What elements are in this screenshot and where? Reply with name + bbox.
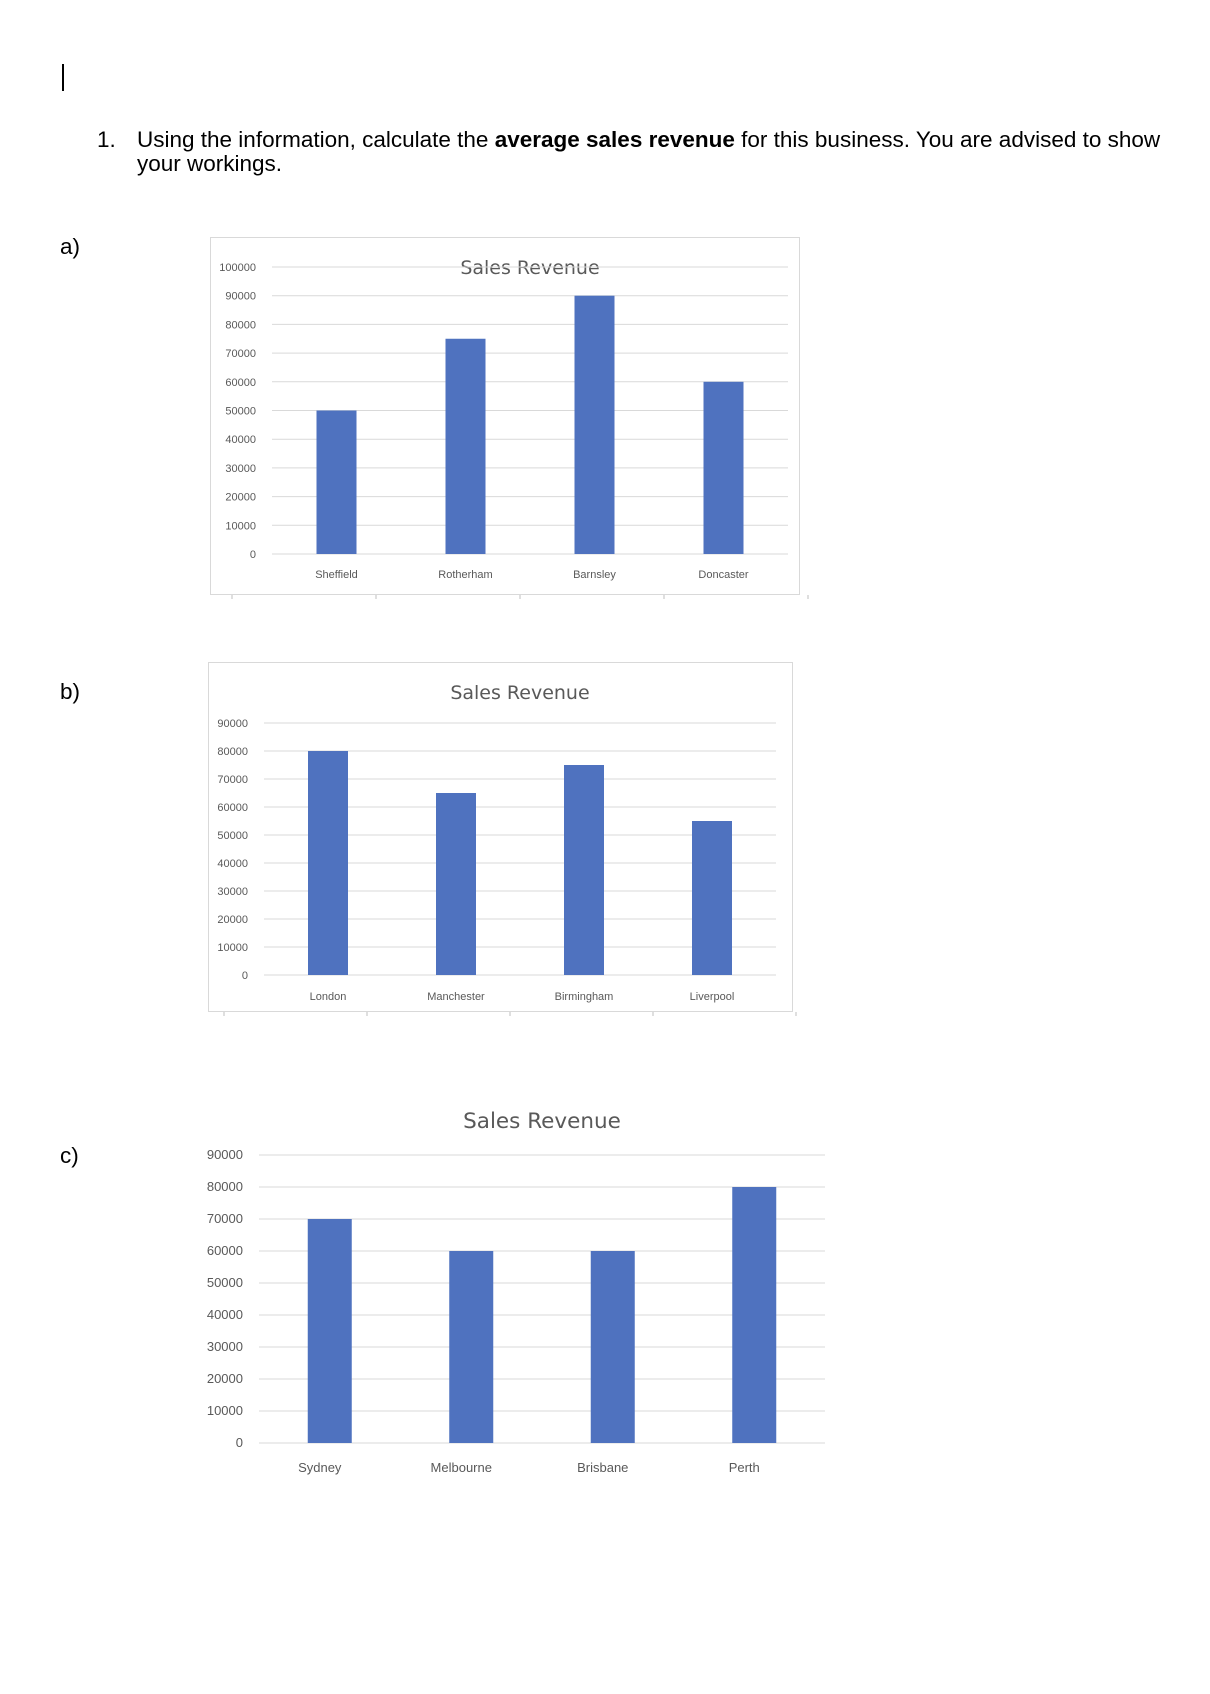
question-text-before: Using the information, calculate the [137,127,495,152]
question-number: 1. [97,127,116,152]
bar-london [308,751,348,975]
y-tick-label: 70000 [207,1211,243,1226]
x-category-label: Brisbane [577,1460,628,1475]
part-label-a: a) [60,234,81,259]
y-tick-label: 80000 [225,319,256,331]
x-category-label: Sheffield [315,569,358,581]
y-tick-label: 10000 [207,1403,243,1418]
chart-a-svg: Sales Revenue100000900008000070000600005… [210,237,809,599]
bar-sheffield [316,410,357,554]
y-tick-label: 70000 [225,348,256,360]
bar-perth [732,1187,777,1443]
part-label-c: c) [60,1143,79,1168]
question-text-bold: average sales revenue [494,127,735,152]
chart-title: Sales Revenue [450,682,589,704]
y-tick-label: 90000 [217,718,248,730]
y-tick-label: 30000 [225,463,256,475]
bar-barnsley [574,295,615,554]
y-tick-label: 100000 [219,262,256,274]
y-tick-label: 90000 [225,291,256,303]
y-tick-label: 80000 [207,1179,243,1194]
bar-melbourne [449,1251,494,1443]
x-category-label: Liverpool [690,991,735,1003]
y-tick-label: 30000 [207,1339,243,1354]
bar-liverpool [692,821,732,975]
y-tick-label: 20000 [207,1371,243,1386]
y-tick-label: 40000 [217,858,248,870]
y-tick-label: 0 [242,970,248,982]
y-tick-label: 50000 [225,406,256,418]
chart-frame [210,237,800,595]
x-category-label: Rotherham [438,569,492,581]
part-label-b: b) [60,679,81,704]
y-tick-label: 30000 [217,886,248,898]
bar-birmingham [564,765,604,975]
x-category-label: Doncaster [698,569,748,581]
y-tick-label: 50000 [217,830,248,842]
x-category-label: Perth [729,1460,760,1475]
y-tick-label: 50000 [207,1275,243,1290]
y-tick-label: 0 [250,549,256,561]
y-tick-label: 60000 [217,802,248,814]
x-category-label: Birmingham [555,991,614,1003]
chart-b: Sales Revenue 90000 80000 70000 60000 50000 40… [208,662,797,1016]
chart-c: Sales Revenue 90000 80000 70000 60000 50000 40… [195,1090,830,1485]
x-category-label: Sydney [298,1460,342,1475]
chart-b-svg: Sales Revenue 90000 80000 70000 60000 50000 40… [208,662,797,1016]
question-1: 1. Using the information, calculate the … [97,127,1177,177]
chart-c-svg: Sales Revenue 90000 80000 70000 60000 50000 40… [207,1109,825,1475]
bar-doncaster [703,381,744,554]
bar-sydney [307,1219,352,1443]
y-tick-label: 90000 [207,1147,243,1162]
question-text-after: for this business. You are advised to sh… [137,127,1161,177]
y-tick-label: 10000 [225,520,256,532]
y-tick-label: 60000 [207,1243,243,1258]
bar-rotherham [445,338,486,554]
question-text: Using the information, calculate the ave… [137,127,1177,177]
text-cursor [62,64,64,91]
y-tick-label: 20000 [217,914,248,926]
y-tick-label: 40000 [225,434,256,446]
y-tick-label: 0 [236,1435,243,1450]
bar-manchester [436,793,476,975]
chart-title: Sales Revenue [460,257,599,279]
y-tick-label: 20000 [225,492,256,504]
y-tick-label: 40000 [207,1307,243,1322]
y-tick-label: 60000 [225,377,256,389]
x-category-label: Barnsley [573,569,616,581]
y-tick-label: 10000 [217,942,248,954]
chart-title: Sales Revenue [463,1109,621,1134]
x-category-label: Melbourne [431,1460,492,1475]
y-tick-label: 70000 [217,774,248,786]
chart-a: Sales Revenue 100000 90000 80000 70000 60000 5… [210,237,809,599]
x-category-label: Manchester [427,991,485,1003]
bar-brisbane [590,1251,635,1443]
y-tick-label: 80000 [217,746,248,758]
x-category-label: London [310,991,347,1003]
